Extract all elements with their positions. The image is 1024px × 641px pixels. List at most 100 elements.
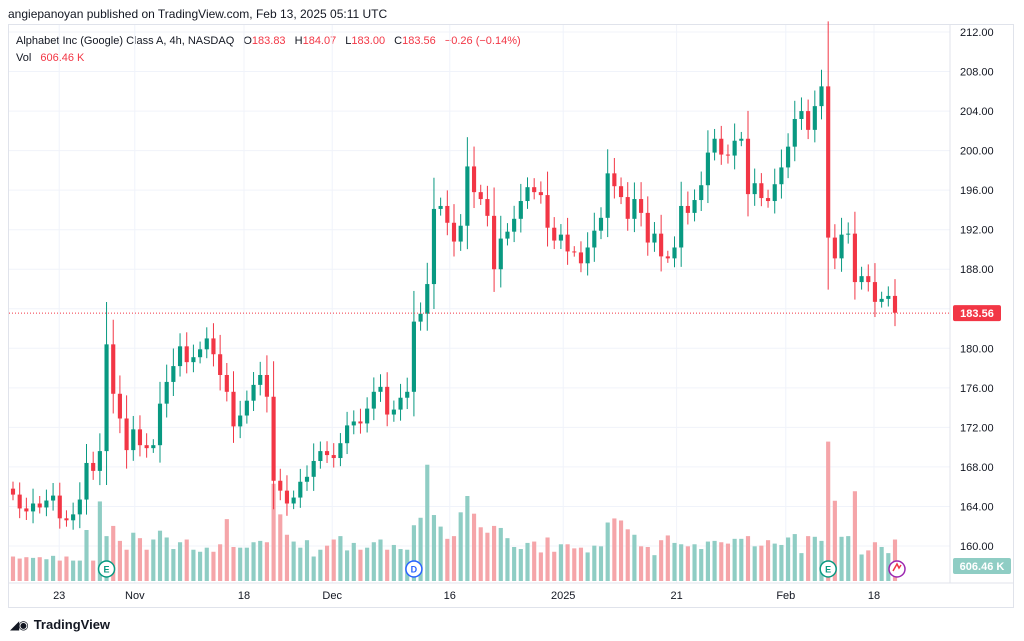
volume-bar <box>772 543 777 581</box>
volume-bar <box>806 536 811 581</box>
candle-body <box>679 205 684 248</box>
volume-bar <box>458 512 463 581</box>
candle-body <box>164 381 169 404</box>
volume-bar <box>451 536 457 581</box>
earnings-marker <box>819 560 837 578</box>
candle-body <box>672 247 677 259</box>
candle-body <box>719 138 724 155</box>
x-tick-label: 21 <box>670 590 682 602</box>
volume-bar <box>411 525 416 581</box>
candle-body <box>418 313 423 322</box>
candle-body <box>30 503 36 512</box>
candle-body <box>772 184 777 202</box>
candle-body <box>819 86 824 107</box>
y-tick-label: 212.00 <box>960 27 994 39</box>
y-tick-label: 204.00 <box>960 106 994 118</box>
y-tick-label: 172.00 <box>960 422 994 434</box>
volume-bar <box>745 536 751 581</box>
volume-bar <box>672 542 677 581</box>
volume-bar <box>652 555 657 581</box>
candle-body <box>117 393 122 419</box>
candle-body <box>371 391 376 409</box>
candle-body <box>131 429 136 451</box>
volume-bar <box>44 559 49 581</box>
y-tick-label: 192.00 <box>960 225 994 237</box>
candle-body <box>10 488 16 495</box>
volume-bar <box>104 536 109 581</box>
volume-bar <box>545 537 550 581</box>
candle-body <box>331 455 336 459</box>
y-tick-label: 160.00 <box>960 541 994 553</box>
volume-bar <box>799 553 804 581</box>
volume-bar <box>598 546 604 581</box>
tradingview-logo[interactable]: ◢◉ TradingView <box>10 617 110 632</box>
candle-body <box>739 138 744 141</box>
volume-bar <box>538 552 543 581</box>
dividend-marker <box>405 560 423 578</box>
candle-body <box>558 234 563 241</box>
candle-body <box>324 451 330 456</box>
volume-bar <box>505 538 510 581</box>
volume-bar <box>218 544 223 581</box>
volume-bar <box>24 557 29 581</box>
candle-body <box>391 409 396 415</box>
candle-body <box>779 167 784 185</box>
candle-body <box>51 495 56 501</box>
volume-bar <box>311 556 316 581</box>
candle-body <box>826 86 831 238</box>
y-tick-label: 164.00 <box>960 501 994 513</box>
volume-bar <box>304 540 310 581</box>
volume-bar <box>431 515 437 581</box>
volume-bar <box>632 534 637 581</box>
y-tick-label: 180.00 <box>960 343 994 355</box>
volume-bar <box>552 551 557 581</box>
candle-body <box>17 494 22 509</box>
candle-body <box>365 408 370 424</box>
candle-body <box>271 396 276 481</box>
volume-bar <box>244 547 249 581</box>
high-label: H <box>294 35 303 47</box>
candle-body <box>238 415 243 427</box>
volume-bar <box>345 550 350 581</box>
volume-bar <box>725 543 731 581</box>
candle-body <box>411 321 416 392</box>
low-value: 183.00 <box>351 35 386 47</box>
alert-icon-glyph <box>892 562 902 572</box>
instrument-title[interactable]: Alphabet Inc (Google) Class A, 4h, NASDA… <box>16 35 235 47</box>
candle-body <box>592 230 597 248</box>
chart-frame[interactable] <box>8 24 1014 608</box>
volume-bar <box>826 441 831 581</box>
volume-bar <box>846 536 851 581</box>
volume-bar <box>425 464 430 581</box>
x-tick-label: 18 <box>238 590 250 602</box>
volume-bar <box>331 539 336 581</box>
volume-bar <box>117 540 122 581</box>
volume-bar <box>184 539 189 581</box>
volume-bar <box>879 547 884 581</box>
symbol-legend: Alphabet Inc (Google) Class A, 4h, NASDA… <box>16 33 521 67</box>
volume-bar <box>445 538 450 581</box>
last-volume-badge <box>953 558 1011 574</box>
candle-body <box>859 276 864 283</box>
volume-bar <box>358 549 363 581</box>
candle-body <box>578 252 584 264</box>
candle-body <box>57 495 62 519</box>
volume-bar <box>351 542 356 581</box>
candle-body <box>304 476 310 482</box>
candle-body <box>458 225 463 242</box>
volume-bar <box>365 547 370 581</box>
brand-name: TradingView <box>33 617 111 632</box>
volume-bar <box>612 518 617 581</box>
candle-body <box>759 183 764 199</box>
volume-bar <box>231 547 236 581</box>
volume-bar <box>732 538 737 581</box>
candle-body <box>846 233 851 235</box>
candle-body <box>518 201 523 219</box>
close-label: C <box>394 35 403 47</box>
candle-body <box>251 384 256 401</box>
volume-bar <box>204 547 209 581</box>
volume-bar <box>291 541 296 581</box>
candle-body <box>198 349 203 358</box>
candle-body <box>191 357 196 363</box>
